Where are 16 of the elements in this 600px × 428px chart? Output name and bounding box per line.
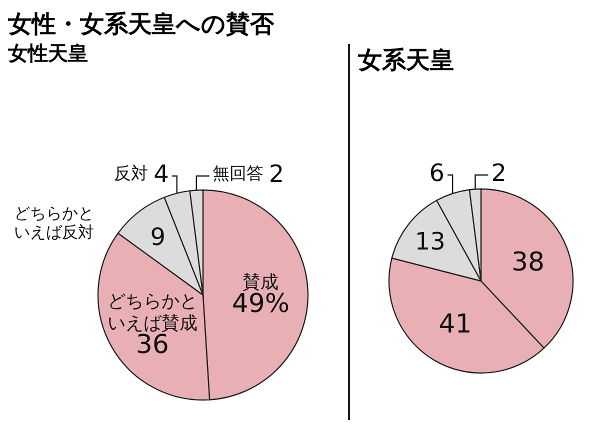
data-label: 13 bbox=[414, 228, 446, 256]
data-label: 9 bbox=[150, 222, 166, 251]
chart-title: 女系天皇 bbox=[358, 45, 455, 76]
slice-label: 反対 bbox=[114, 164, 154, 184]
chart-subtitle: 女性天皇 bbox=[8, 40, 89, 67]
data-label: 41 bbox=[438, 310, 472, 340]
slice-label: 賛成 bbox=[242, 272, 279, 293]
data-label: 38 bbox=[512, 247, 545, 278]
slice-label: どちらかといえば反対 bbox=[14, 203, 94, 242]
data-label: 2 bbox=[268, 160, 284, 188]
slice-label: どちらかといえば賛成 bbox=[107, 290, 198, 334]
chart-title: 女性・女系天皇への賛否 bbox=[8, 9, 275, 40]
slice-label: 無回答 bbox=[212, 164, 269, 184]
data-label: 2 bbox=[491, 159, 507, 187]
data-label: 4 bbox=[154, 160, 169, 188]
data-label: 6 bbox=[429, 159, 445, 187]
